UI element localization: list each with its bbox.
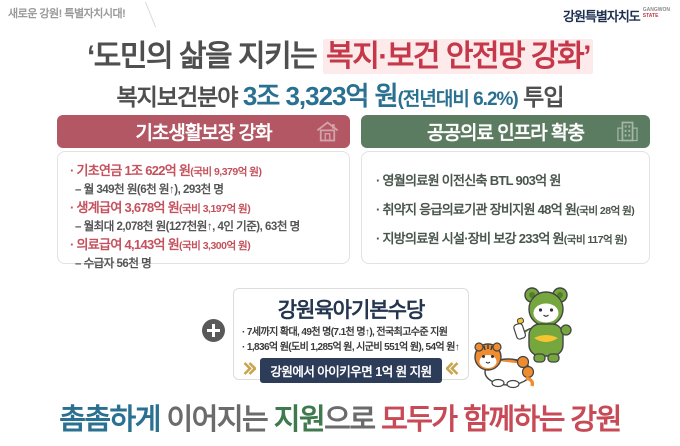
item-paren: (국비 117억 원) <box>563 234 627 246</box>
basic-livelihood-header: 기초생활보장 강화 <box>57 115 350 148</box>
plus-icon <box>202 319 225 342</box>
list-item: · 의료급여 4,143억 원(국비 3,300억 원) – 수급자 56천 명 <box>70 234 339 271</box>
item-title: · 생계급여 3,678억 원(국비 3,197억 원) <box>70 200 251 215</box>
page-title: ‘도민의 삶을 지키는 복지·보건 안전망 강화’ <box>0 31 680 75</box>
basic-livelihood-panel: 기초생활보장 강화 · 기초연금 1조 622억 원(국비 9,379억 원) … <box>57 115 350 270</box>
bear-mascot <box>513 287 572 363</box>
subtitle-lead: 복지보건분야 <box>116 84 243 110</box>
logo-gangwon-label: GANGWON <box>642 7 670 13</box>
allowance-ribbon-row: 강원에서 아이키우면 1억 원 지원 <box>242 358 460 383</box>
item-detail: – 월최대 2,078천 원(127천원↑, 4인 기준), 63천 명 <box>75 221 300 233</box>
item-detail: – 월 349천 원(6천 원↑), 293천 명 <box>75 184 224 196</box>
item-title: · 의료급여 4,143억 원(국비 3,300억 원) <box>70 237 251 252</box>
allowance-bullet: · 1,836억 원(도비 1,285억 원, 시군비 551억 원), 54억… <box>242 341 460 353</box>
title-gray-part: ‘도민의 삶을 지키는 <box>86 40 324 73</box>
list-item: · 취약지 응급의료기관 장비지원 48억 원(국비 28억 원) <box>376 202 635 217</box>
subtitle-tail: 투입 <box>517 84 564 110</box>
allowance-ribbon: 강원에서 아이키우면 1억 원 지원 <box>260 358 442 383</box>
tagline-segment: 모두가 함께하는 강원 <box>381 404 622 436</box>
basic-livelihood-title: 기초생활보장 강화 <box>135 123 272 144</box>
subtitle-paren: (전년대비 6.2%) <box>397 89 519 110</box>
top-slogan: 새로운 강원! 특별자치시대! <box>8 8 126 20</box>
item-paren: (국비 9,379억 원) <box>190 166 262 178</box>
building-icon <box>614 118 641 151</box>
list-item: · 생계급여 3,678억 원(국비 3,197억 원) – 월최대 2,078… <box>70 197 339 234</box>
mascots <box>468 280 600 405</box>
item-paren: (국비 28억 원) <box>576 205 635 217</box>
logo-state-label: STATE <box>642 12 659 19</box>
list-item: · 기초연금 1조 622억 원(국비 9,379억 원) – 월 349천 원… <box>70 160 339 197</box>
public-medical-header: 공공의료 인프라 확충 <box>361 115 650 148</box>
list-item: · 영월의료원 이전신축 BTL 903억 원 <box>376 173 561 188</box>
tiger-mascot <box>474 342 535 389</box>
basic-livelihood-body: · 기초연금 1조 622억 원(국비 9,379억 원) – 월 349천 원… <box>57 151 350 270</box>
childcare-allowance-bullets: · 7세까지 확대, 49천 명(7.1천 명↑), 전국최고수준 지원 · 1… <box>242 326 460 355</box>
tagline-segment: 으로 <box>324 404 382 436</box>
logo-subtext: GANGWON STATE <box>642 7 670 19</box>
tagline-segment: 촘촘하게 <box>59 404 161 436</box>
logo-text: 강원특별자치도 <box>563 9 641 24</box>
chevron-right-icon <box>243 361 258 381</box>
item-paren: (국비 3,300억 원) <box>178 240 251 252</box>
house-icon <box>314 118 341 151</box>
item-paren: (국비 3,197억 원) <box>178 203 251 215</box>
childcare-allowance-title: 강원육아기본수당 <box>277 299 426 322</box>
title-red-highlight: 복지·보건 안전망 강화’ <box>323 39 594 74</box>
public-medical-body: · 영월의료원 이전신축 BTL 903억 원 · 취약지 응급의료기관 장비지… <box>361 151 650 264</box>
list-item: · 지방의료원 시설·장비 보강 233억 원(국비 117억 원) <box>376 231 627 246</box>
public-medical-panel: 공공의료 인프라 확충 · 영월의료원 이전신축 BTL 903억 원 · 취약… <box>361 115 650 264</box>
chevron-left-icon <box>444 361 459 381</box>
subtitle-amount: 3조 3,323억 원 <box>242 81 399 111</box>
public-medical-title: 공공의료 인프라 확충 <box>427 123 585 144</box>
allowance-bullet: · 7세까지 확대, 49천 명(7.1천 명↑), 전국최고수준 지원 <box>242 327 448 338</box>
bottom-tagline: 촘촘하게 이어지는 지원으로 모두가 함께하는 강원 <box>0 396 680 438</box>
tagline-segment: 지원 <box>273 404 326 436</box>
divider-line <box>144 1 157 28</box>
page-subtitle: 복지보건분야 3조 3,323억 원(전년대비 6.2%) 투입 <box>0 76 680 113</box>
gangwon-state-logo: 강원특별자치도 GANGWON STATE <box>563 6 670 25</box>
tagline-segment: 이어지는 <box>159 404 274 436</box>
item-title: · 기초연금 1조 622억 원(국비 9,379억 원) <box>70 163 262 178</box>
childcare-allowance-box: 강원육아기본수당 · 7세까지 확대, 49천 명(7.1천 명↑), 전국최고… <box>233 288 469 383</box>
item-detail: – 수급자 56천 명 <box>75 258 152 270</box>
